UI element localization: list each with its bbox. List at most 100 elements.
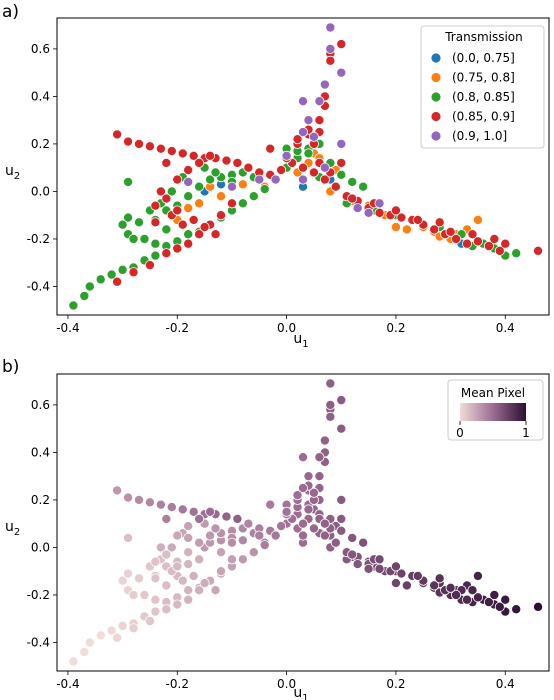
scatter-point-mean-pixel [483, 597, 494, 608]
scatter-point-series-3 [221, 155, 232, 166]
scatter-point-mean-pixel [128, 589, 139, 600]
scatter-point-mean-pixel [336, 525, 347, 536]
scatter-point-series-2 [237, 198, 248, 209]
scatter-point-series-3 [155, 143, 166, 154]
scatter-point-mean-pixel [297, 483, 308, 494]
legend-marker [430, 130, 442, 142]
scatter-point-series-3 [483, 241, 494, 252]
scatter-point-mean-pixel [472, 592, 483, 603]
legend-marker [430, 72, 442, 83]
scatter-point-series-3 [308, 167, 319, 178]
scatter-point-mean-pixel [194, 513, 205, 524]
scatter-point-series-2 [68, 300, 79, 311]
scatter-point-series-3 [396, 212, 407, 223]
scatter-point-series-3 [292, 134, 303, 145]
scatter-point-series-1 [401, 224, 412, 235]
scatter-point-mean-pixel [451, 589, 462, 600]
scatter-point-series-2 [150, 238, 161, 249]
scatter-point-mean-pixel [84, 637, 95, 648]
scatter-point-series-3 [177, 148, 188, 159]
scatter-point-mean-pixel [177, 504, 188, 515]
scatter-point-mean-pixel [215, 547, 226, 558]
a-y-tick-label: -0.4 [27, 279, 50, 293]
scatter-point-series-3 [330, 181, 341, 192]
scatter-point-mean-pixel [314, 452, 325, 463]
scatter-point-series-2 [303, 148, 314, 159]
scatter-point-series-4 [374, 198, 385, 209]
panel-b-scatter: b) -0.4 -0.2 0.0 0.2 0.4 -0.4 -0.2 0.0 0.2 0.4 0.… [2, 357, 550, 700]
scatter-point-mean-pixel [161, 513, 172, 524]
scatter-point-mean-pixel [106, 625, 117, 636]
scatter-point-series-2 [259, 184, 270, 195]
scatter-point-mean-pixel [494, 601, 505, 612]
scatter-point-mean-pixel [161, 604, 172, 615]
b-x-tick-label: -0.4 [56, 677, 79, 691]
scatter-point-series-3 [297, 162, 308, 173]
scatter-point-series-2 [210, 167, 221, 178]
scatter-point-series-3 [265, 143, 276, 154]
scatter-point-series-4 [363, 207, 374, 218]
a-x-tick-label: 0.4 [496, 321, 515, 335]
scatter-point-mean-pixel [303, 504, 314, 515]
scatter-point-series-3 [336, 39, 347, 50]
scatter-point-series-1 [390, 222, 401, 233]
scatter-point-series-3 [226, 198, 237, 209]
scatter-point-series-4 [303, 115, 314, 126]
b-y-tick-label: -0.4 [27, 635, 50, 649]
scatter-point-series-3 [194, 229, 205, 240]
scatter-point-series-3 [445, 226, 456, 237]
scatter-point-mean-pixel [237, 535, 248, 546]
scatter-point-mean-pixel [265, 499, 276, 510]
scatter-point-series-4 [308, 131, 319, 142]
scatter-point-series-3 [123, 136, 134, 147]
scatter-point-series-1 [183, 203, 194, 214]
panel-a-label: a) [2, 2, 19, 22]
scatter-point-mean-pixel [172, 561, 183, 572]
scatter-point-mean-pixel [128, 623, 139, 634]
scatter-point-mean-pixel [199, 578, 210, 589]
scatter-point-mean-pixel [68, 656, 79, 667]
scatter-point-mean-pixel [461, 594, 472, 605]
scatter-point-mean-pixel [374, 563, 385, 574]
panel-b-x-ticks: -0.4 -0.2 0.0 0.2 0.4 [56, 671, 515, 691]
scatter-point-mean-pixel [297, 518, 308, 529]
a-y-tick-label: 0.4 [31, 89, 50, 103]
scatter-point-mean-pixel [336, 423, 347, 434]
scatter-point-mean-pixel [297, 530, 308, 541]
scatter-point-mean-pixel [511, 604, 522, 615]
scatter-point-mean-pixel [139, 589, 150, 600]
scatter-point-mean-pixel [161, 580, 172, 591]
scatter-point-series-3 [150, 200, 161, 211]
panel-a-scatter: a) -0.4 -0.2 0.0 0.2 0.4 -0.4 -0.2 0.0 0.2 0.4 0.… [2, 2, 550, 350]
a-x-tick-label: -0.4 [56, 321, 79, 335]
scatter-point-mean-pixel [188, 506, 199, 517]
legend-marker [430, 52, 442, 64]
scatter-point-mean-pixel [188, 570, 199, 581]
scatter-point-mean-pixel [303, 471, 314, 482]
scatter-point-mean-pixel [429, 580, 440, 591]
scatter-point-series-4 [319, 79, 330, 90]
scatter-point-mean-pixel [297, 452, 308, 463]
scatter-point-mean-pixel [396, 568, 407, 579]
scatter-point-series-3 [144, 260, 155, 271]
a-x-tick-label: 0.2 [386, 321, 405, 335]
scatter-point-series-2 [117, 219, 128, 230]
scatter-point-series-4 [270, 174, 281, 185]
scatter-point-mean-pixel [319, 435, 330, 446]
scatter-point-series-3 [166, 146, 177, 157]
scatter-point-mean-pixel [259, 540, 270, 551]
scatter-point-mean-pixel [412, 570, 423, 581]
scatter-point-mean-pixel [194, 537, 205, 548]
scatter-point-series-2 [161, 224, 172, 235]
scatter-point-series-3 [199, 222, 210, 233]
scatter-point-series-4 [336, 138, 347, 149]
a-x-tick-label: -0.2 [166, 321, 189, 335]
scatter-point-series-4 [297, 96, 308, 107]
scatter-point-mean-pixel [243, 518, 254, 529]
scatter-point-series-4 [319, 162, 330, 173]
legend-entry-label: (0.9, 1.0] [452, 129, 507, 143]
scatter-point-series-3 [112, 276, 123, 287]
scatter-point-mean-pixel [489, 589, 500, 600]
scatter-point-mean-pixel [308, 523, 319, 534]
scatter-point-series-2 [106, 269, 117, 280]
